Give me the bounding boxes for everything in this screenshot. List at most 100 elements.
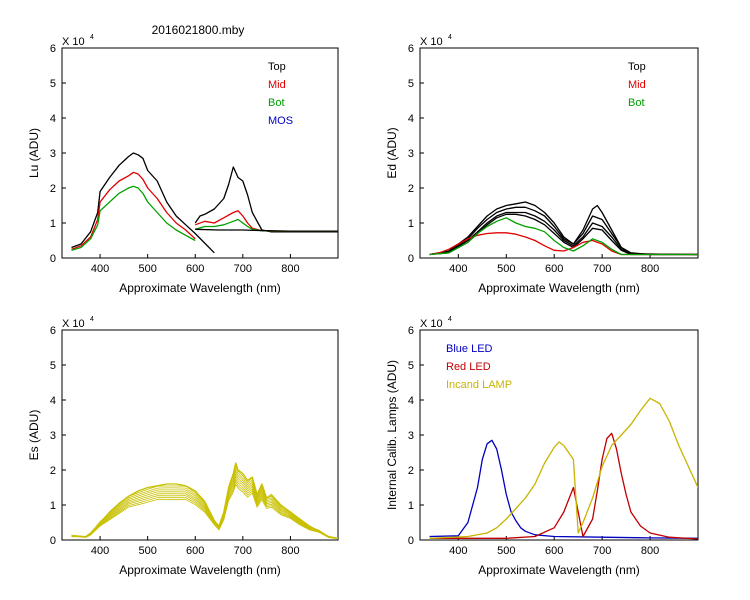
y-tick-label: 4: [50, 395, 56, 407]
y-tick-label: 0: [50, 253, 56, 265]
plot-frame: [61, 47, 339, 259]
series-group: [71, 152, 338, 254]
y-tick-label: 6: [408, 325, 414, 337]
y-tick-label: 5: [50, 78, 56, 90]
y-multiplier: X 10: [420, 318, 443, 330]
y-multiplier: X 10: [62, 36, 85, 48]
series-line-1: [429, 206, 698, 256]
x-tick-label: 800: [281, 545, 299, 557]
y-tick-label: 4: [408, 113, 414, 125]
series-line-0: [429, 439, 698, 539]
y-tick-label: 3: [50, 430, 56, 442]
legend-entry: Bot: [268, 97, 285, 109]
y-axis-label: Internal Calib. Lamps (ADU): [385, 360, 399, 510]
x-tick-label: 400: [449, 545, 467, 557]
y-tick-label: 6: [50, 325, 56, 337]
y-tick-label: 1: [408, 218, 414, 230]
series-line-2: [71, 185, 196, 251]
series-line-2: [429, 211, 698, 256]
y-axis-label: Ed (ADU): [385, 127, 399, 178]
series-line-2: [429, 397, 698, 539]
legend-entry: Bot: [628, 97, 645, 109]
series-line-0: [71, 462, 338, 539]
y-multiplier: X 10: [420, 36, 443, 48]
x-axis-label: Approximate Wavelength (nm): [119, 563, 281, 577]
x-axis-label: Approximate Wavelength (nm): [478, 563, 640, 577]
x-tick-label: 400: [449, 263, 467, 275]
series-group: [429, 201, 698, 256]
x-axis-label: Approximate Wavelength (nm): [119, 281, 281, 295]
y-axis-label: Es (ADU): [27, 410, 41, 461]
y-multiplier-exponent: 4: [448, 34, 452, 41]
legend-entry: Mid: [268, 79, 286, 91]
y-tick-label: 1: [50, 218, 56, 230]
legend-entry: Blue LED: [446, 343, 493, 355]
series-group: [429, 397, 698, 540]
series-line-copy: [71, 483, 338, 540]
series-line-0: [71, 152, 215, 254]
y-multiplier: X 10: [62, 318, 85, 330]
legend-entry: Red LED: [446, 361, 491, 373]
y-tick-label: 5: [408, 360, 414, 372]
y-tick-label: 1: [408, 500, 414, 512]
y-tick-label: 4: [408, 395, 414, 407]
y-tick-label: 2: [408, 183, 414, 195]
y-axis-label: Lu (ADU): [27, 128, 41, 178]
y-tick-label: 0: [50, 535, 56, 547]
series-group: [71, 462, 338, 540]
x-tick-label: 700: [234, 545, 252, 557]
y-tick-label: 5: [50, 360, 56, 372]
legend-entry: Top: [268, 61, 286, 73]
series-line-4: [194, 210, 338, 232]
chart-panel-4: 0 1 2 3 4 5 6 400 500 600 700 800 X 10 4 Approximate W…: [385, 316, 699, 577]
x-tick-label: 500: [138, 263, 156, 275]
x-tick-label: 600: [186, 545, 204, 557]
series-line-4: [429, 232, 698, 256]
y-tick-label: 5: [408, 78, 414, 90]
x-tick-label: 700: [234, 263, 252, 275]
x-tick-label: 800: [641, 263, 659, 275]
chart-panel-3: 0 1 2 3 4 5 6 400 500 600 700 800 X 10 4 Approximate W…: [27, 316, 339, 577]
series-line-5: [429, 217, 698, 256]
series-line-6: [195, 228, 338, 232]
y-tick-label: 6: [408, 43, 414, 55]
legend-entry: Mid: [628, 79, 646, 91]
legend-entry: Incand LAMP: [446, 379, 512, 391]
y-tick-label: 0: [408, 535, 414, 547]
x-tick-label: 700: [593, 263, 611, 275]
x-tick-label: 500: [138, 545, 156, 557]
legend-entry: Top: [628, 61, 646, 73]
x-tick-label: 400: [91, 545, 109, 557]
y-tick-label: 4: [50, 113, 56, 125]
y-tick-label: 3: [408, 148, 414, 160]
x-tick-label: 800: [281, 263, 299, 275]
y-tick-label: 2: [408, 465, 414, 477]
y-multiplier-exponent: 4: [90, 316, 94, 323]
x-tick-label: 600: [186, 263, 204, 275]
series-line-1: [429, 432, 698, 540]
chart-panel-1: 0 1 2 3 4 5 6 400 500 600 700 800 X 10 4 Approximate W…: [27, 34, 339, 295]
y-tick-label: 6: [50, 43, 56, 55]
y-multiplier-exponent: 4: [448, 316, 452, 323]
x-tick-label: 800: [641, 545, 659, 557]
x-tick-label: 600: [545, 263, 563, 275]
x-tick-label: 700: [593, 545, 611, 557]
x-tick-label: 500: [497, 545, 515, 557]
legend-entry: MOS: [268, 115, 293, 127]
y-tick-label: 0: [408, 253, 414, 265]
x-tick-label: 500: [497, 263, 515, 275]
x-tick-label: 400: [91, 263, 109, 275]
x-axis-label: Approximate Wavelength (nm): [478, 281, 640, 295]
x-tick-label: 600: [545, 545, 563, 557]
y-multiplier-exponent: 4: [90, 34, 94, 41]
y-tick-label: 3: [408, 430, 414, 442]
series-line-copy: [71, 478, 338, 539]
plot-frame: [419, 47, 699, 259]
y-tick-label: 3: [50, 148, 56, 160]
figure-title: 2016021800.mby: [152, 23, 245, 37]
chart-panel-2: 0 1 2 3 4 5 6 400 500 600 700 800 X 10 4 Approximate W…: [385, 34, 699, 295]
y-tick-label: 1: [50, 500, 56, 512]
series-line-1: [71, 171, 196, 250]
series-line-0: [429, 201, 698, 256]
